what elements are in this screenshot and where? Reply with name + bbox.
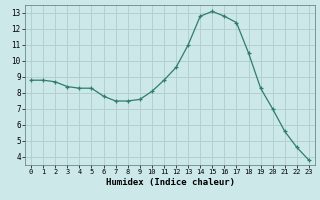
X-axis label: Humidex (Indice chaleur): Humidex (Indice chaleur)	[106, 178, 235, 187]
